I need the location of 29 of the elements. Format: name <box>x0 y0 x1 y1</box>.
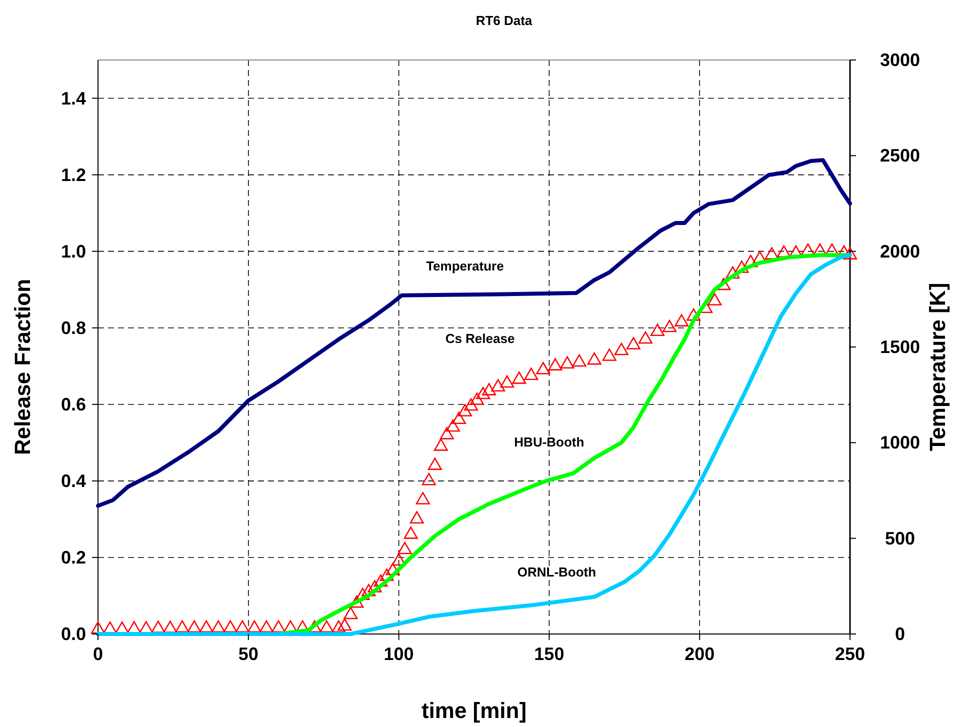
y2-tick-label: 2500 <box>880 146 920 166</box>
y2-tick-label: 0 <box>894 624 906 644</box>
series-label: Temperature <box>426 258 504 274</box>
chart-title: RT6 Data <box>476 13 533 28</box>
x-tick-label: 250 <box>834 644 866 664</box>
y-tick-label: 1.2 <box>60 164 86 185</box>
series-label: HBU-Booth <box>514 434 584 450</box>
y-tick-label: 0.6 <box>60 394 86 414</box>
y2-axis-title: Temperature [K] <box>925 282 950 452</box>
y-tick-label: 1.0 <box>60 241 86 262</box>
x-tick-label: 50 <box>238 644 258 664</box>
x-axis-title: time [min] <box>421 698 527 723</box>
y2-tick-label: 3000 <box>880 50 920 70</box>
x-tick-label: 100 <box>384 644 414 664</box>
x-tick-label: 150 <box>534 644 564 664</box>
y-axis-title: Release Fraction <box>10 278 35 456</box>
y2-tick-label: 500 <box>884 528 916 548</box>
y2-tick-label: 1000 <box>880 432 920 453</box>
line-series <box>96 158 852 508</box>
y-tick-label: 0.0 <box>60 624 86 644</box>
x-tick-label: 0 <box>92 644 104 664</box>
y-tick-label: 0.2 <box>60 547 86 568</box>
text: Cs Release <box>445 331 515 346</box>
y-tick-label: 0.4 <box>60 470 86 491</box>
y2-tick-label: 2000 <box>880 241 920 262</box>
y-tick-label: 1.4 <box>60 88 86 108</box>
x-tick-label: 200 <box>684 644 715 664</box>
y2-tick-label: 1500 <box>880 337 920 357</box>
y-tick-label: 0.8 <box>60 318 86 338</box>
